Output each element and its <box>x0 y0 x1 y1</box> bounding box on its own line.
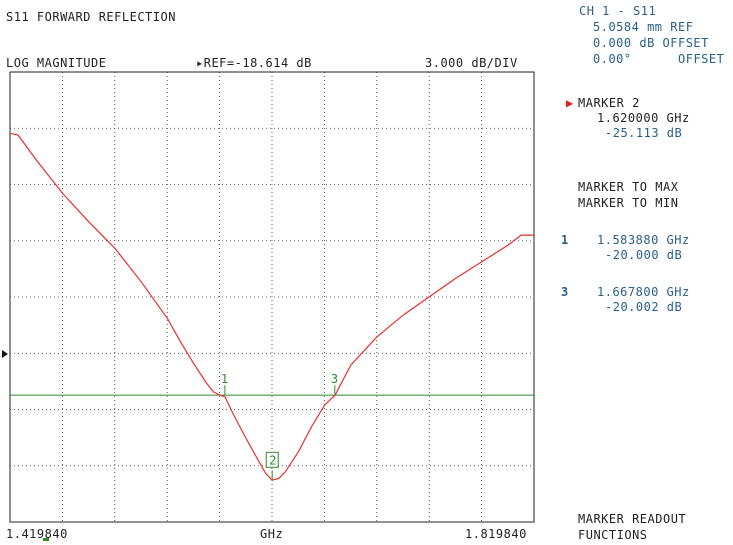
marker-1-label: 1 <box>221 372 228 386</box>
marker-readout-line-2[interactable]: FUNCTIONS <box>578 528 648 542</box>
ref-pointer-icon <box>2 350 8 358</box>
s11-trace <box>9 132 534 481</box>
marker-list-num-1: 1 <box>561 233 569 247</box>
active-marker-title[interactable]: MARKER 2 <box>578 96 640 110</box>
bottom-tick <box>43 538 49 541</box>
marker-list-freq-1: 1.583880 GHz <box>597 233 690 247</box>
channel-line-4-value: 0.00° <box>593 52 632 66</box>
marker-3-label: 3 <box>331 372 338 386</box>
marker-readout-line-1[interactable]: MARKER READOUT <box>578 512 687 526</box>
marker-group: 1 2 3 <box>221 372 338 481</box>
marker-list-value-1: -20.000 dB <box>605 248 683 262</box>
x-axis-unit-label: GHz <box>260 527 284 541</box>
channel-line-3: 0.000 dB OFFSET <box>593 36 709 50</box>
marker-list-freq-3: 1.667800 GHz <box>597 285 690 299</box>
scale-label: 3.000 dB/DIV <box>425 56 518 70</box>
chart-title: S11 FORWARD REFLECTION <box>6 10 176 24</box>
marker-2-box <box>265 451 279 468</box>
active-marker-arrow-icon: ▶ <box>566 96 574 110</box>
marker-to-min-button[interactable]: MARKER TO MIN <box>578 196 679 210</box>
channel-line-4-label: OFFSET <box>678 52 725 66</box>
marker-to-max-button[interactable]: MARKER TO MAX <box>578 180 679 194</box>
marker-2-label: 2 <box>269 453 276 467</box>
active-marker-freq: 1.620000 GHz <box>597 111 690 125</box>
marker-list-value-3: -20.002 dB <box>605 300 683 314</box>
marker-list-num-3: 3 <box>561 285 569 299</box>
active-marker-value: -25.113 dB <box>605 126 683 140</box>
channel-line-2: 5.0584 mm REF <box>593 20 694 34</box>
ref-label: ▸REF=-18.614 dB <box>196 56 312 70</box>
x-axis-start-label: 1.419840 <box>6 527 68 541</box>
x-axis-stop-label: 1.819840 <box>465 527 527 541</box>
channel-line-1: CH 1 - S11 <box>579 4 657 18</box>
format-label: LOG MAGNITUDE <box>6 56 107 70</box>
